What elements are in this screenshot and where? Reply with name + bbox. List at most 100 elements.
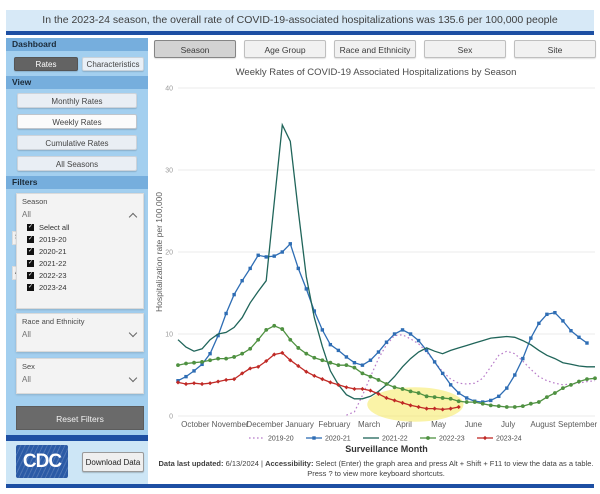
tab-season[interactable]: Season — [154, 40, 236, 58]
data-point-marker — [191, 381, 197, 386]
data-point-marker — [248, 366, 253, 371]
season-option-2023-24[interactable]: ✓ 2023-24 — [27, 282, 143, 293]
y-tick-label: 0 — [169, 414, 173, 421]
season-options-list: ✓ Select all ✓ 2019-20 ✓ 2020-21 ✓ 2021-22 ✓ 2022… — [17, 222, 143, 293]
data-point-marker — [320, 377, 325, 382]
series-line-2021-22 — [177, 122, 595, 400]
legend-label: 2022-23 — [439, 436, 465, 443]
x-tick-label: October — [181, 420, 210, 429]
data-point-marker — [392, 385, 397, 390]
data-point-marker — [320, 358, 325, 363]
checkbox-checked-icon[interactable]: ✓ — [27, 272, 34, 279]
data-point-marker — [320, 328, 325, 332]
view-button-cumulative-rates[interactable]: Cumulative Rates — [17, 135, 137, 150]
data-point-marker — [312, 355, 317, 360]
reset-filters-button[interactable]: Reset Filters — [16, 406, 144, 430]
data-point-marker — [368, 388, 373, 393]
data-point-marker — [215, 379, 221, 384]
data-point-marker — [392, 332, 397, 336]
data-point-marker — [504, 405, 509, 409]
checkbox-checked-icon[interactable]: ✓ — [27, 260, 34, 267]
data-point-marker — [561, 386, 565, 391]
season-option-2019-20[interactable]: ✓ 2019-20 — [27, 234, 143, 245]
data-point-marker — [199, 381, 205, 387]
x-tick-label: July — [501, 420, 515, 429]
rates-button[interactable]: Rates — [14, 57, 78, 71]
tab-race-and-ethnicity[interactable]: Race and Ethnicity — [334, 40, 416, 58]
data-point-marker — [482, 435, 488, 441]
data-point-marker — [440, 407, 445, 412]
data-point-marker — [183, 381, 189, 387]
tab-age-group[interactable]: Age Group — [244, 40, 326, 58]
tab-site[interactable]: Site — [514, 40, 596, 58]
season-option-2020-21[interactable]: ✓ 2020-21 — [27, 246, 143, 257]
view-button-weekly-rates[interactable]: Weekly Rates — [17, 114, 137, 129]
data-point-marker — [536, 400, 541, 404]
view-button-all-seasons[interactable]: All Seasons — [17, 156, 137, 171]
data-point-marker — [528, 401, 533, 406]
y-tick-label: 20 — [165, 250, 173, 257]
view-section-header: View — [6, 76, 148, 89]
data-point-marker — [520, 404, 525, 409]
checkbox-checked-icon[interactable]: ✓ — [27, 248, 34, 255]
x-tick-label: December — [246, 420, 283, 429]
chart-title: Weekly Rates of COVID-19 Associated Hosp… — [235, 67, 517, 78]
data-point-marker — [448, 383, 453, 387]
data-point-marker — [256, 337, 261, 342]
data-point-marker — [208, 351, 212, 356]
data-point-marker — [240, 351, 245, 356]
data-point-marker — [224, 356, 229, 361]
data-point-marker — [416, 338, 421, 343]
y-tick-label: 10 — [165, 332, 173, 339]
data-point-marker — [448, 396, 453, 401]
race-filter-dropdown[interactable]: All — [17, 326, 143, 341]
data-point-marker — [240, 371, 245, 376]
data-point-marker — [384, 340, 389, 344]
characteristics-button[interactable]: Characteristics — [82, 57, 144, 71]
data-point-marker — [497, 394, 501, 399]
data-point-marker — [544, 395, 549, 400]
data-point-marker — [280, 250, 284, 254]
checkbox-checked-icon[interactable]: ✓ — [27, 284, 34, 291]
season-filter-dropdown[interactable]: All — [17, 206, 143, 222]
checkbox-checked-icon[interactable]: ✓ — [27, 236, 34, 243]
data-point-marker — [472, 400, 477, 404]
chart-tab-bar: Season Age Group Race and Ethnicity Sex Site — [154, 40, 596, 58]
data-point-marker — [545, 312, 549, 317]
checkbox-checked-icon[interactable]: ✓ — [27, 224, 34, 231]
data-point-marker — [456, 404, 461, 410]
sex-filter-dropdown[interactable]: All — [17, 371, 143, 386]
data-point-marker — [272, 323, 277, 328]
season-option-label: 2022-23 — [39, 271, 67, 280]
season-option-select-all[interactable]: ✓ Select all — [27, 222, 143, 233]
x-tick-label: February — [318, 420, 350, 429]
bottom-accent-bar — [6, 484, 594, 488]
data-point-marker — [392, 398, 397, 403]
legend-label: 2019-20 — [268, 436, 294, 443]
data-point-marker — [416, 391, 421, 395]
data-point-marker — [264, 255, 268, 259]
download-data-button[interactable]: Download Data — [82, 452, 144, 472]
data-point-marker — [304, 351, 309, 356]
data-point-marker — [312, 436, 316, 440]
data-point-marker — [521, 356, 525, 361]
view-button-monthly-rates[interactable]: Monthly Rates — [17, 93, 137, 108]
top-accent-bar — [6, 31, 594, 35]
data-point-marker — [408, 332, 413, 336]
data-point-marker — [232, 377, 237, 382]
data-point-marker — [376, 391, 381, 396]
data-point-marker — [424, 394, 429, 399]
season-option-2022-23[interactable]: ✓ 2022-23 — [27, 270, 143, 281]
data-point-marker — [192, 369, 196, 373]
data-point-marker — [593, 376, 597, 381]
data-point-marker — [400, 387, 405, 391]
data-point-marker — [256, 253, 260, 257]
season-option-2021-22[interactable]: ✓ 2021-22 — [27, 258, 143, 269]
data-point-marker — [561, 319, 565, 323]
season-option-label: 2019-20 — [39, 235, 67, 244]
data-point-marker — [400, 400, 405, 405]
data-point-marker — [296, 266, 300, 271]
tab-sex[interactable]: Sex — [424, 40, 506, 58]
season-chart[interactable]: 0 10 20 30 40 Hospitalization rate per 100,00… — [152, 82, 600, 455]
season-option-label: 2020-21 — [39, 247, 67, 256]
